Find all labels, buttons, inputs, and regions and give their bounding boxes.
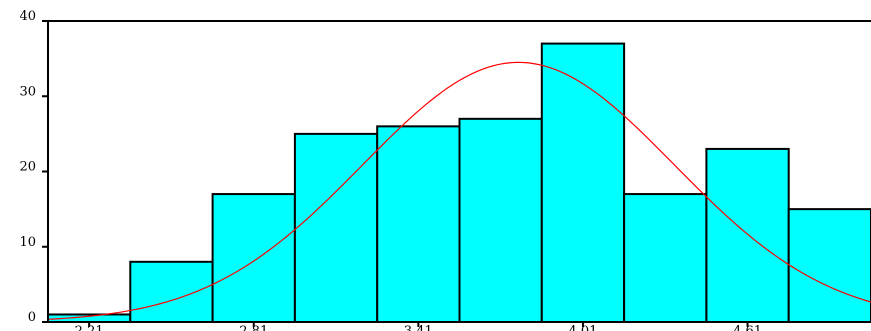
x-tick-label: 3.41	[404, 324, 433, 331]
normal-fit-curve	[47, 61, 871, 320]
y-tick-label: 20	[19, 160, 36, 175]
y-tick-label: 30	[19, 84, 36, 99]
x-tick-label: 4.61	[733, 324, 762, 331]
x-tick-label: 2.21	[75, 324, 104, 331]
y-ticks: 0 10 20 30 40	[19, 9, 48, 325]
histogram-bar	[705, 147, 790, 323]
histogram-bar	[129, 260, 214, 323]
x-ticks: 2.21 2.81 3.41 4.01 4.61	[75, 322, 762, 331]
x-tick-label: 2.81	[239, 324, 268, 331]
histogram-bar	[787, 208, 871, 323]
histogram-bar	[211, 193, 296, 323]
x-tick-label: 4.01	[568, 324, 597, 331]
histogram-bar	[623, 193, 708, 323]
bars-layer	[47, 42, 871, 324]
histogram-bar	[458, 117, 543, 323]
y-tick-label: 40	[19, 9, 36, 24]
histogram-bar	[376, 125, 461, 323]
y-tick-label: 0	[28, 310, 36, 325]
y-tick-label: 10	[19, 235, 36, 250]
histogram-bar	[540, 42, 626, 323]
